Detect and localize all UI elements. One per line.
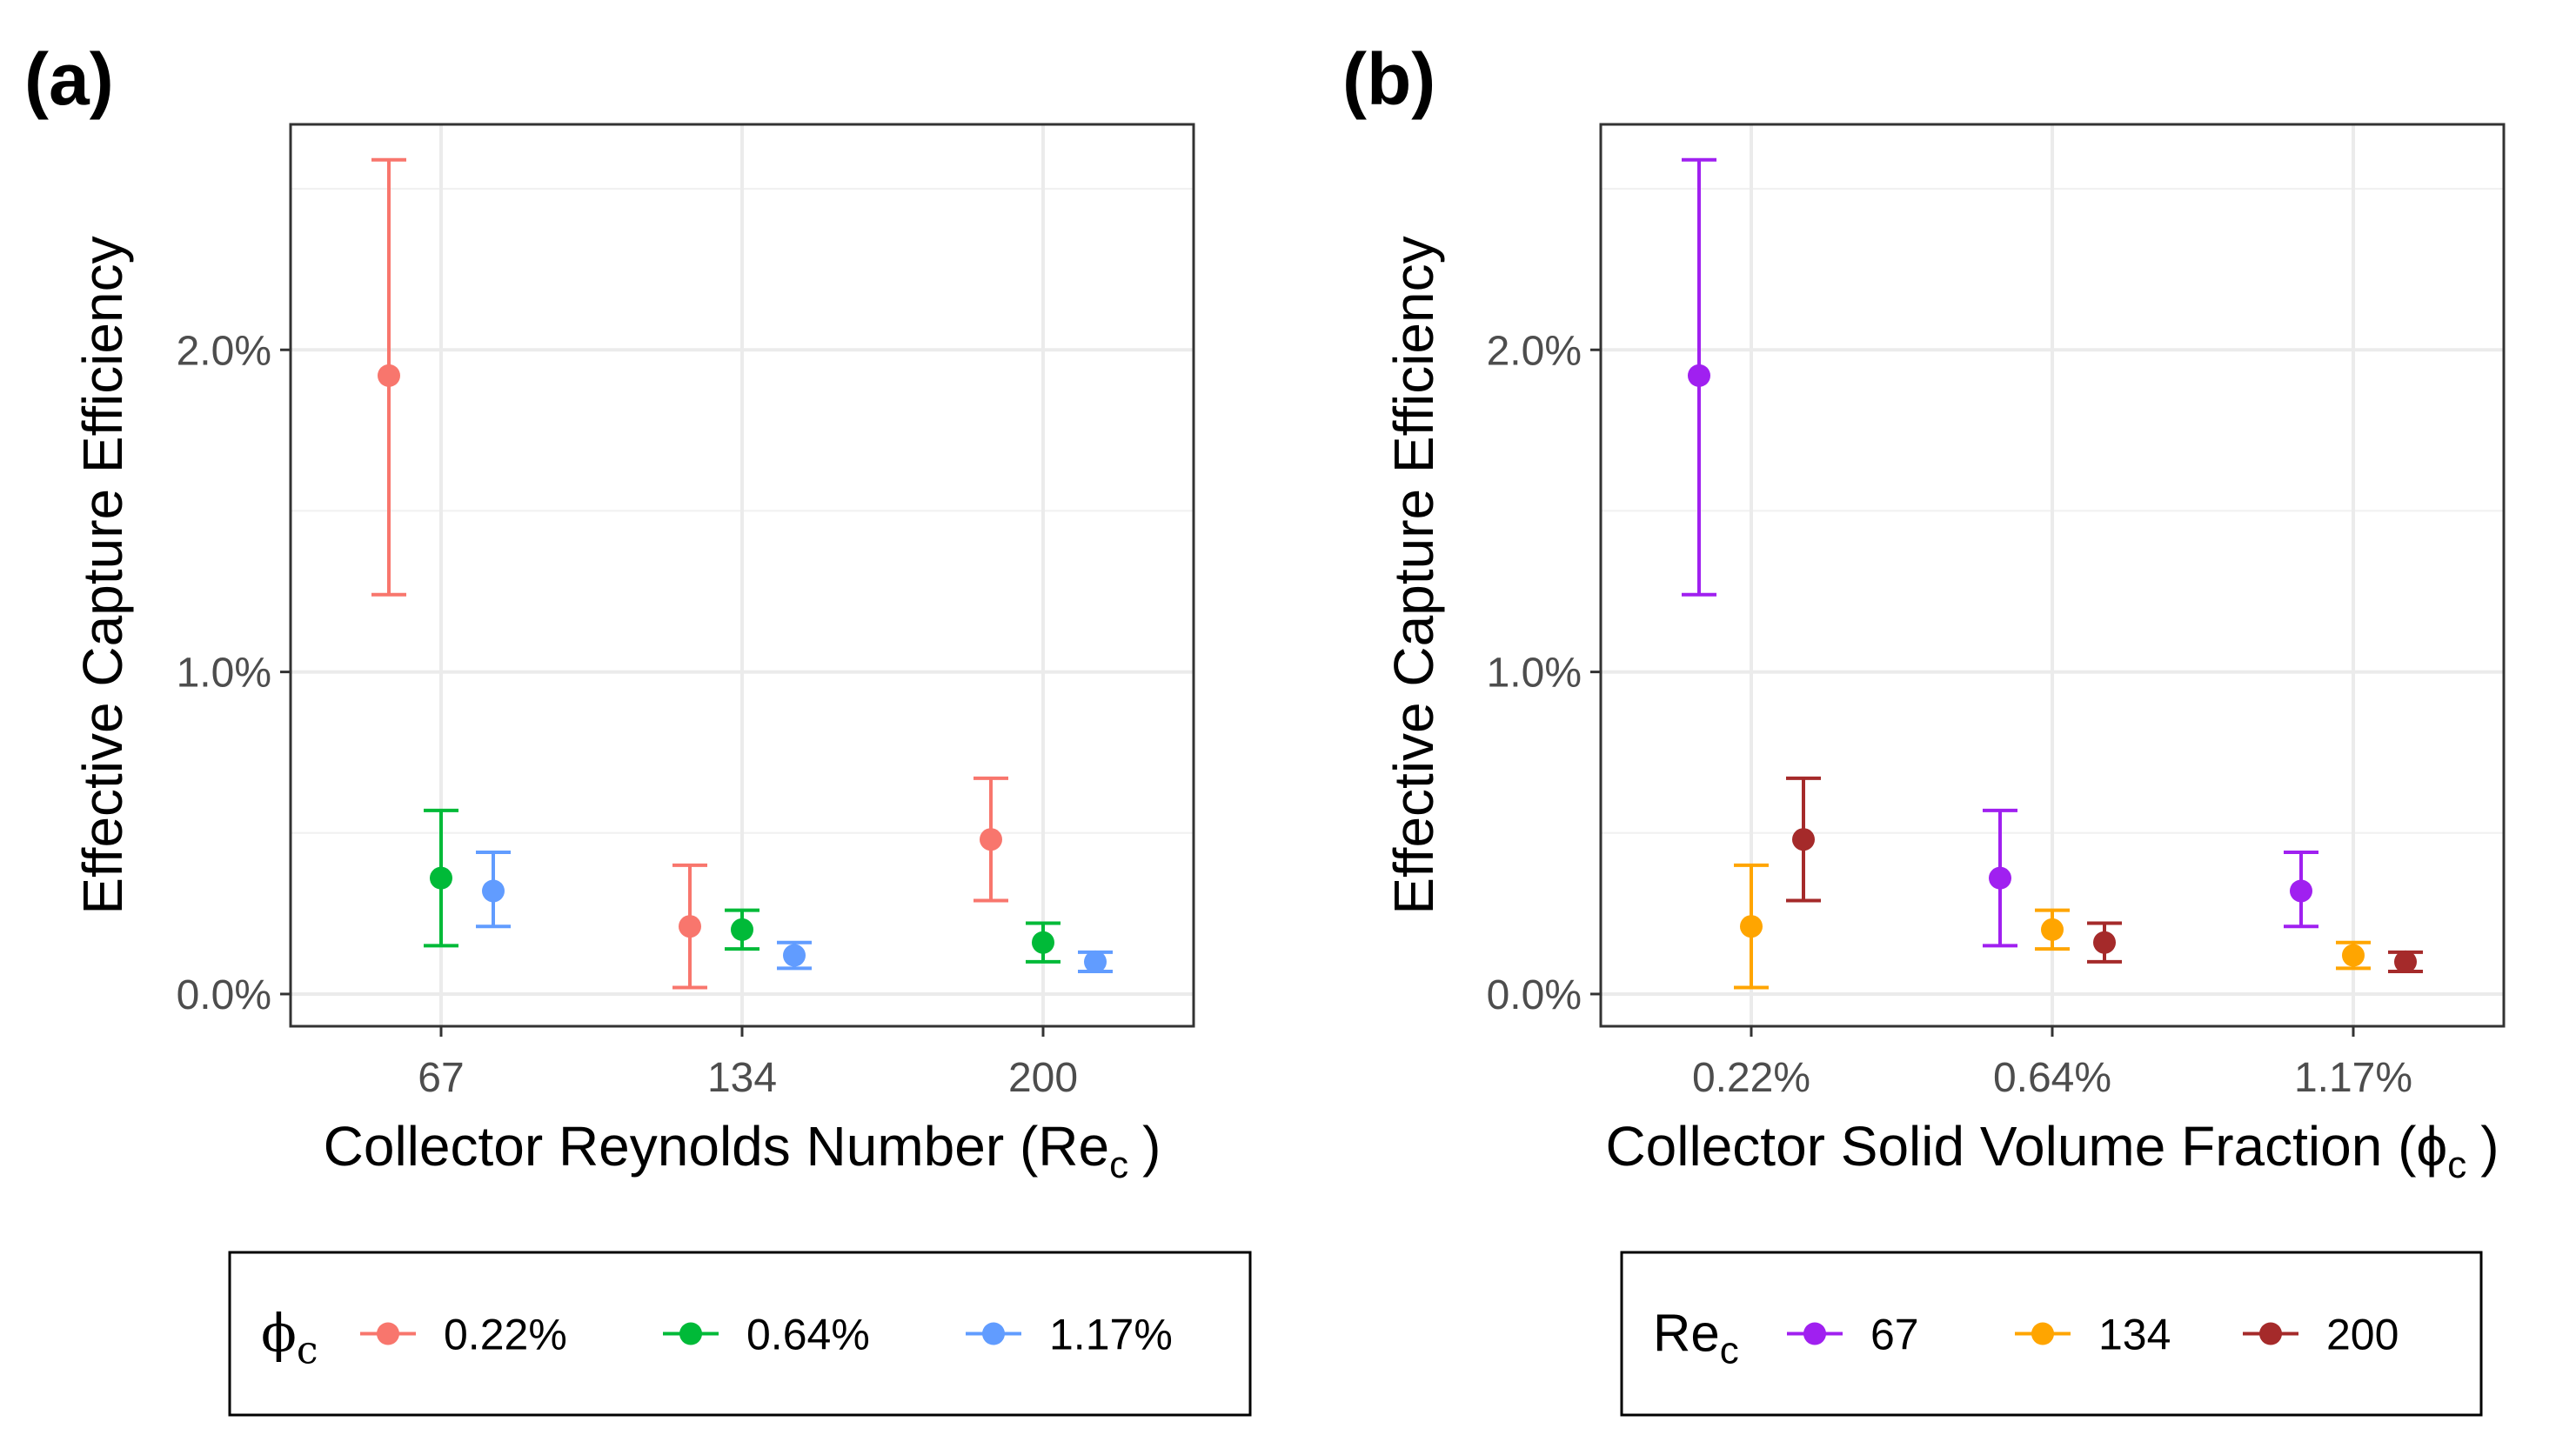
x-axis-title: Collector Solid Volume Fraction (ϕc) xyxy=(1605,1115,2499,1186)
legend-title: ϕc xyxy=(261,1304,318,1373)
panel-a: 0.0% 1.0% 2.0% 67 134 200 (a) Effective Capture… xyxy=(24,38,1252,1417)
data-point xyxy=(1032,931,1054,954)
legend-key-point xyxy=(2259,1322,2282,1345)
legend-title-subscript: c xyxy=(1720,1330,1739,1372)
x-axis-title-subscript: c xyxy=(2447,1144,2466,1186)
x-axis-title-subscript: c xyxy=(1109,1144,1128,1186)
data-point xyxy=(2290,879,2312,903)
legend-entry-label: 0.64% xyxy=(746,1311,870,1359)
y-tick-label: 1.0% xyxy=(1487,651,1582,697)
data-point xyxy=(2342,944,2365,967)
y-tick-label: 2.0% xyxy=(1487,328,1582,374)
legend-entry-label: 67 xyxy=(1870,1311,1919,1359)
x-tick-label: 134 xyxy=(707,1055,777,1101)
x-axis-title: Collector Reynolds Number (Rec) xyxy=(324,1115,1161,1186)
data-point xyxy=(679,915,701,938)
legend-key-point xyxy=(1803,1322,1826,1345)
legend-entry-label: 1.17% xyxy=(1049,1311,1173,1359)
data-point xyxy=(731,918,753,941)
data-point xyxy=(1792,828,1815,851)
data-point xyxy=(1688,364,1710,387)
x-tick-label: 1.17% xyxy=(2294,1055,2412,1101)
legend-entry-label: 200 xyxy=(2326,1311,2399,1359)
legend-title: Rec xyxy=(1653,1305,1739,1372)
data-point xyxy=(1740,915,1763,938)
data-point xyxy=(2394,950,2417,973)
x-tick-label: 0.22% xyxy=(1692,1055,1810,1101)
x-tick-label: 0.64% xyxy=(1993,1055,2111,1101)
panel-label: (b) xyxy=(1342,38,1435,120)
data-point xyxy=(482,879,505,903)
legend-title-main: Re xyxy=(1653,1305,1720,1363)
data-point xyxy=(980,828,1002,851)
x-axis-title-end: ) xyxy=(1142,1115,1161,1178)
y-tick-label: 0.0% xyxy=(177,972,271,1018)
data-point xyxy=(2093,931,2116,954)
x-axis-title-main: Collector Reynolds Number (Re xyxy=(324,1115,1109,1178)
data-point xyxy=(378,364,400,387)
legend-entry-label: 134 xyxy=(2098,1311,2171,1359)
panel-b: 0.0% 1.0% 2.0% 0.22% 0.64% 1.17% (b) Effective … xyxy=(1342,38,2506,1417)
y-axis-title: Effective Capture Efficiency xyxy=(1382,236,1445,914)
y-tick-label: 0.0% xyxy=(1487,972,1582,1018)
legend-key-point xyxy=(679,1322,702,1345)
data-point xyxy=(2041,918,2064,941)
panel-label: (a) xyxy=(24,38,114,120)
legend: Rec 67 134 200 xyxy=(1620,1251,2483,1417)
legend-key-point xyxy=(2031,1322,2054,1345)
legend-title-main: ϕ xyxy=(261,1304,297,1365)
x-tick-label: 67 xyxy=(418,1055,464,1101)
legend-key-point xyxy=(982,1322,1005,1345)
legend-key-point xyxy=(377,1322,399,1345)
x-tick-label: 200 xyxy=(1008,1055,1078,1101)
x-axis-title-main: Collector Solid Volume Fraction (ϕ xyxy=(1605,1115,2447,1178)
data-point xyxy=(1989,866,2011,890)
data-point xyxy=(1084,950,1107,973)
y-axis-title: Effective Capture Efficiency xyxy=(71,236,134,914)
y-tick-label: 1.0% xyxy=(177,651,271,697)
legend: ϕc 0.22% 0.64% 1.17% xyxy=(228,1251,1252,1417)
x-axis-title-end: ) xyxy=(2480,1115,2499,1178)
legend-entry-label: 0.22% xyxy=(444,1311,567,1359)
legend-title-subscript: c xyxy=(297,1329,318,1373)
y-tick-label: 2.0% xyxy=(177,328,271,374)
data-point xyxy=(430,866,452,890)
data-point xyxy=(783,944,806,967)
